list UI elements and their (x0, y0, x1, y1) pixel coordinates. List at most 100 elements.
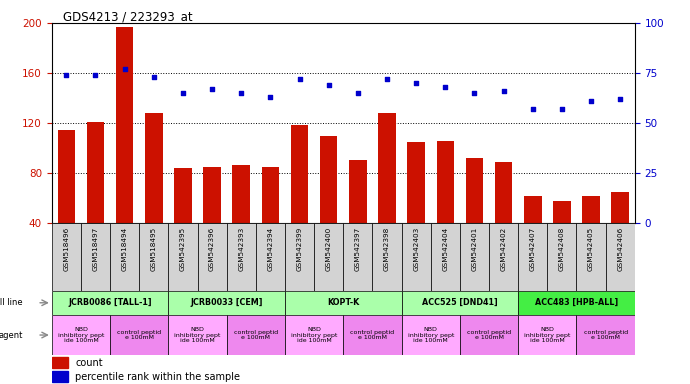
Bar (233, 165, 250, 273)
Bar (285, 223, 314, 291)
Bar (577, 223, 606, 291)
Point (177, 90, 188, 96)
Bar (577, 315, 635, 355)
Text: NBD
inhibitory pept
ide 100mM: NBD inhibitory pept ide 100mM (291, 327, 337, 343)
Bar (285, 291, 402, 315)
Text: percentile rank within the sample: percentile rank within the sample (75, 371, 240, 382)
Bar (116, 27, 133, 273)
Bar (256, 223, 285, 291)
Text: GSM542407: GSM542407 (530, 227, 535, 271)
Point (615, 96, 626, 102)
Point (556, 106, 567, 112)
Point (265, 94, 276, 100)
Text: GSM518494: GSM518494 (121, 227, 128, 271)
Text: ACC525 [DND41]: ACC525 [DND41] (422, 298, 497, 307)
Bar (518, 223, 547, 291)
Point (323, 82, 334, 88)
Text: GSM518496: GSM518496 (63, 227, 69, 271)
Point (90, 72, 101, 78)
Text: GSM518495: GSM518495 (151, 227, 157, 271)
Bar (139, 223, 168, 291)
Bar (402, 315, 460, 355)
Bar (285, 315, 344, 355)
Bar (378, 113, 396, 273)
Text: control peptid
e 100mM: control peptid e 100mM (234, 329, 278, 341)
Bar (262, 167, 279, 273)
Text: GSM542397: GSM542397 (355, 227, 361, 271)
Text: count: count (75, 358, 103, 368)
Bar (373, 223, 402, 291)
Text: GSM542393: GSM542393 (238, 227, 244, 271)
Bar (518, 291, 635, 315)
Bar (524, 196, 542, 273)
Text: ACC483 [HPB-ALL]: ACC483 [HPB-ALL] (535, 298, 618, 307)
Bar (197, 223, 227, 291)
Bar (518, 315, 577, 355)
Bar (52, 357, 68, 368)
Text: GSM542395: GSM542395 (180, 227, 186, 271)
Bar (489, 223, 518, 291)
Text: control peptid
e 100mM: control peptid e 100mM (351, 329, 395, 341)
Text: GSM542396: GSM542396 (209, 227, 215, 271)
Bar (52, 315, 110, 355)
Bar (110, 223, 139, 291)
Text: JCRB0086 [TALL-1]: JCRB0086 [TALL-1] (68, 298, 152, 307)
Text: KOPT-K: KOPT-K (327, 298, 359, 307)
Point (294, 76, 305, 82)
Bar (110, 315, 168, 355)
Point (119, 66, 130, 72)
Point (527, 106, 538, 112)
Point (440, 84, 451, 90)
Bar (168, 315, 226, 355)
Bar (81, 223, 110, 291)
Bar (344, 223, 373, 291)
Bar (606, 223, 635, 291)
Text: GSM518497: GSM518497 (92, 227, 99, 271)
Text: GSM542402: GSM542402 (501, 227, 506, 271)
Text: control peptid
e 100mM: control peptid e 100mM (584, 329, 628, 341)
Bar (460, 223, 489, 291)
Bar (437, 141, 454, 273)
Bar (320, 136, 337, 273)
Point (61, 72, 72, 78)
Text: GSM542399: GSM542399 (297, 227, 302, 271)
Bar (168, 291, 285, 315)
Text: agent: agent (0, 331, 23, 339)
Text: NBD
inhibitory pept
ide 100mM: NBD inhibitory pept ide 100mM (524, 327, 571, 343)
Point (411, 80, 422, 86)
Text: GSM542398: GSM542398 (384, 227, 390, 271)
Bar (174, 168, 192, 273)
Bar (204, 167, 221, 273)
Bar (226, 315, 285, 355)
Bar (431, 223, 460, 291)
Bar (553, 201, 571, 273)
Bar (52, 291, 168, 315)
Text: GSM542400: GSM542400 (326, 227, 332, 271)
Text: GSM542401: GSM542401 (471, 227, 477, 271)
Text: control peptid
e 100mM: control peptid e 100mM (117, 329, 161, 341)
Text: NBD
inhibitory pept
ide 100mM: NBD inhibitory pept ide 100mM (175, 327, 221, 343)
Bar (344, 315, 402, 355)
Bar (460, 315, 518, 355)
Bar (407, 142, 425, 273)
Point (206, 86, 217, 92)
Bar (290, 124, 308, 273)
Text: control peptid
e 100mM: control peptid e 100mM (467, 329, 511, 341)
Point (353, 90, 364, 96)
Point (148, 74, 159, 80)
Bar (52, 371, 68, 382)
Point (498, 88, 509, 94)
Bar (582, 196, 600, 273)
Point (469, 90, 480, 96)
Bar (547, 223, 577, 291)
Bar (52, 223, 81, 291)
Bar (57, 129, 75, 273)
Bar (611, 192, 629, 273)
Point (236, 90, 247, 96)
Bar (314, 223, 344, 291)
Text: GSM542404: GSM542404 (442, 227, 448, 271)
Point (586, 98, 597, 104)
Text: GSM542394: GSM542394 (268, 227, 273, 271)
Text: GSM542403: GSM542403 (413, 227, 419, 271)
Bar (349, 160, 366, 273)
